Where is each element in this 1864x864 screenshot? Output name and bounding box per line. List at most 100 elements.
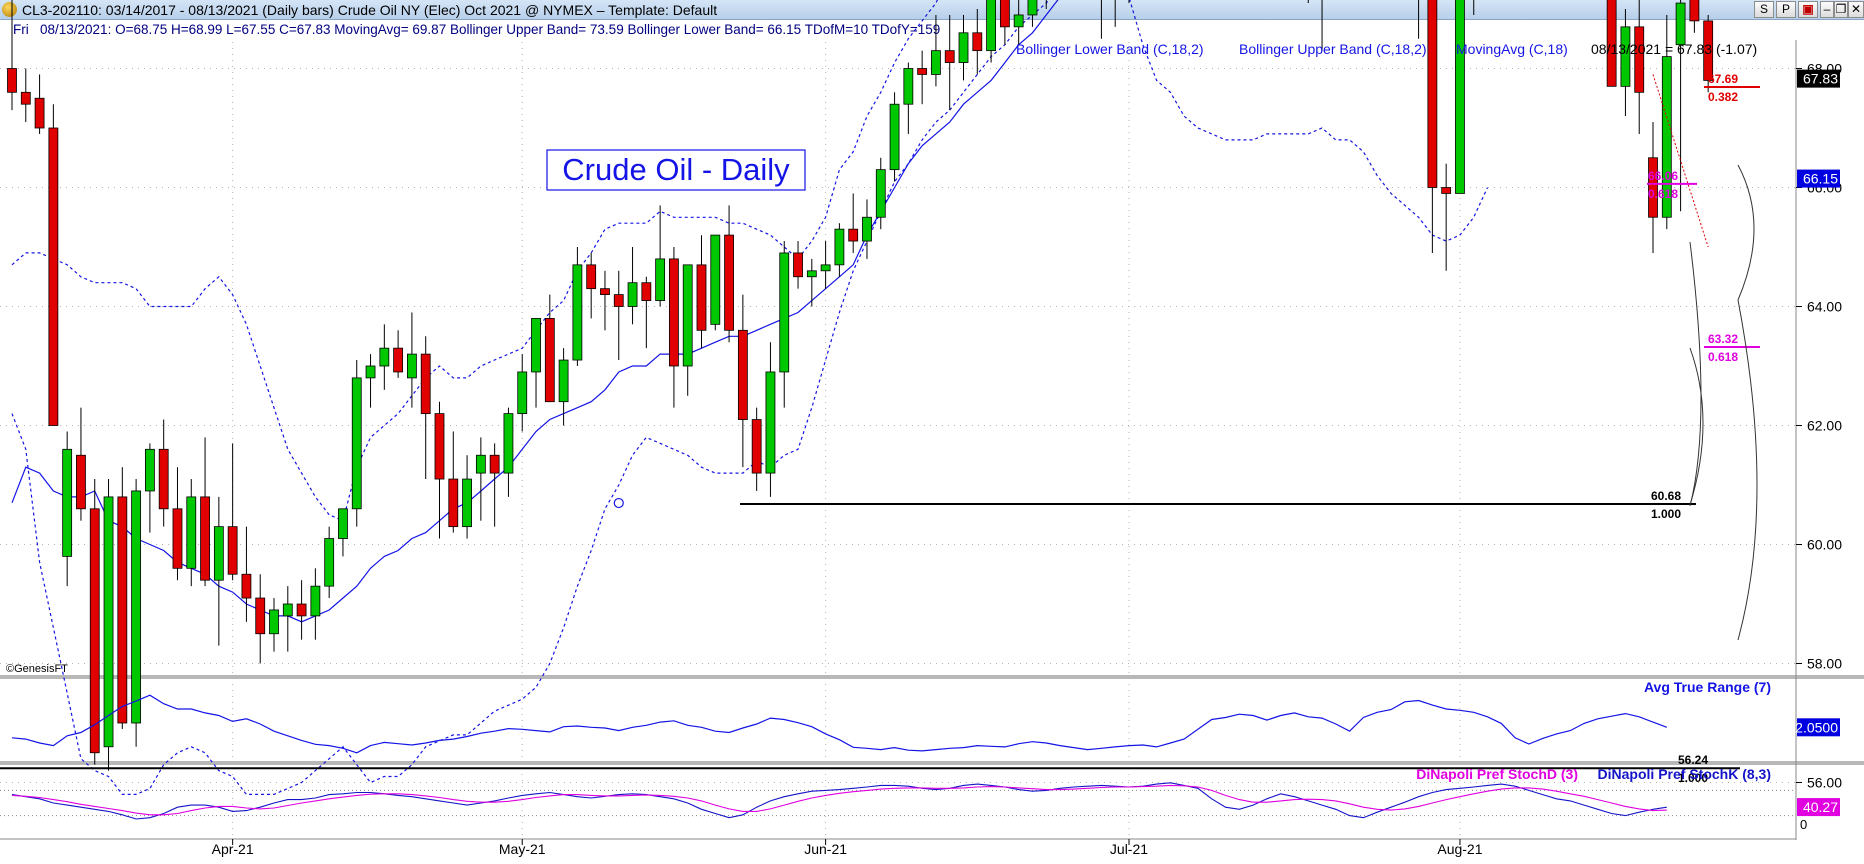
candle-down (793, 252, 803, 278)
fib-69-26-ratio: 0.5 (1457, 0, 1474, 1)
p-button[interactable]: P (1776, 1, 1796, 18)
candle-down (1427, 0, 1438, 188)
candle-down (448, 478, 459, 528)
candle-down (420, 353, 431, 415)
candle-down (393, 347, 404, 373)
candle-down (172, 508, 183, 569)
candle-down (917, 68, 928, 75)
candle-down (696, 264, 707, 331)
candle-up (765, 371, 776, 474)
candle-up (407, 353, 417, 379)
candle-down (737, 329, 748, 420)
fib-67-69-value: 67.69 (1708, 72, 1738, 86)
stochastic-pane (11, 782, 1667, 820)
candle-up (779, 252, 790, 373)
title-bar: CL3-202110: 03/14/2017 - 08/13/2021 (Dai… (0, 0, 1864, 20)
legend-moving-avg: MovingAvg (C,18) (1456, 41, 1568, 57)
s-button[interactable]: S (1754, 1, 1774, 18)
stoch-d-label: DiNapoli Pref StochD (3) (1416, 766, 1578, 782)
candle-up (1620, 26, 1631, 87)
y-tick-label: 62.00 (1807, 418, 1842, 434)
candle-up (282, 603, 293, 617)
candle-down (241, 573, 252, 599)
bollinger-lower-line (11, 0, 1489, 796)
candle-up (875, 169, 886, 218)
candle-down (586, 264, 597, 290)
candle-down (848, 228, 859, 242)
candle-down (34, 97, 45, 129)
candle-up (710, 234, 721, 325)
candle-down (1648, 157, 1658, 218)
day-label: Fri (13, 22, 29, 37)
candle-down (1606, 0, 1617, 87)
candle-down (999, 0, 1010, 28)
x-tick-label: Jun-21 (804, 841, 847, 857)
ohlc-summary: 08/13/2021: O=68.75 H=68.99 L=67.55 C=67… (40, 22, 941, 37)
candle-up (889, 103, 900, 171)
candle-down (600, 288, 610, 295)
atr-line (11, 694, 1668, 754)
candle-up (338, 508, 348, 539)
candle-up (310, 585, 321, 617)
fib-67-69-ratio: 0.382 (1708, 90, 1738, 104)
candle-down (89, 508, 100, 754)
candle-down (7, 68, 17, 93)
candle-down (544, 317, 555, 403)
atr-tag-bg (1797, 718, 1840, 737)
candle-down (48, 127, 59, 426)
y-tick-label: 58.00 (1807, 656, 1842, 672)
fib-63-32-value: 63.32 (1708, 332, 1738, 346)
atr-pane (11, 694, 1668, 754)
fib-66-06-ratio: 0.618 (1648, 187, 1678, 201)
candle-up (462, 478, 472, 528)
candle-up (144, 448, 155, 492)
candle-up (1013, 14, 1024, 28)
candle-up (1027, 0, 1038, 16)
fib-69-39-ratio: 0.382 (1648, 0, 1678, 3)
y-tick-label: 56.00 (1807, 775, 1842, 791)
candle-down (255, 597, 266, 635)
candle-up (365, 365, 376, 379)
candle-up (862, 216, 872, 242)
candle-up (213, 526, 224, 581)
legend-upper-band: Bollinger Upper Band (C,18,2) (1239, 41, 1427, 57)
candle-down (1634, 26, 1645, 93)
candle-down (76, 454, 86, 510)
candle-up (503, 413, 514, 474)
print-icon[interactable]: ▣ (1798, 1, 1818, 18)
y-tick-label: 64.00 (1807, 299, 1842, 315)
candle-up (324, 538, 335, 587)
minimize-button[interactable]: – (1820, 1, 1834, 18)
candle-up (186, 496, 197, 569)
y-tick-label: 60.00 (1807, 537, 1842, 553)
fibonacci-levels: 60.68 1.000 56.24 1.000 67.69 0.382 63.32 0.618… (0, 0, 1760, 785)
candle-down (158, 448, 169, 510)
fib-56-24-ratio: 1.000 (1678, 771, 1708, 785)
price-tag-bg (1797, 169, 1840, 188)
candle-down (1689, 0, 1700, 22)
stoch-k-label: DiNapoli Pref StochK (8,3) (1598, 766, 1771, 782)
moving-avg-line (11, 0, 1059, 623)
atr-label: Avg True Range (7) (1644, 679, 1771, 695)
x-tick-label: Apr-21 (212, 841, 254, 857)
candle-up (627, 282, 638, 307)
candle-down (751, 419, 762, 474)
candle-down (20, 91, 31, 105)
fib-60-68-value: 60.68 (1651, 489, 1681, 503)
candle-up (903, 68, 914, 105)
candle-down (1703, 20, 1714, 81)
fib-60-68-ratio: 1.000 (1651, 507, 1681, 521)
candle-up (820, 264, 831, 272)
stoch-y-tick: 0 (1800, 817, 1807, 832)
stoch-k-line (11, 782, 1667, 820)
candle-down (1441, 187, 1452, 194)
fib-brackets (1689, 164, 1758, 641)
candle-up (1675, 2, 1686, 46)
price-tag-text: 67.83 (1803, 71, 1838, 87)
window-title: CL3-202110: 03/14/2017 - 08/13/2021 (Dai… (22, 2, 718, 18)
candle-down (200, 496, 210, 581)
candle-up (806, 270, 817, 278)
restore-button[interactable]: ❐ (1834, 1, 1848, 18)
